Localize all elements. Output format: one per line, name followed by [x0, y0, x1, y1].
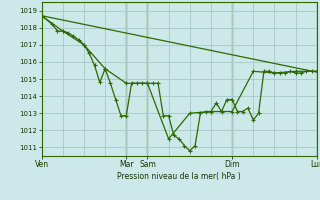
X-axis label: Pression niveau de la mer( hPa ): Pression niveau de la mer( hPa ) [117, 172, 241, 181]
